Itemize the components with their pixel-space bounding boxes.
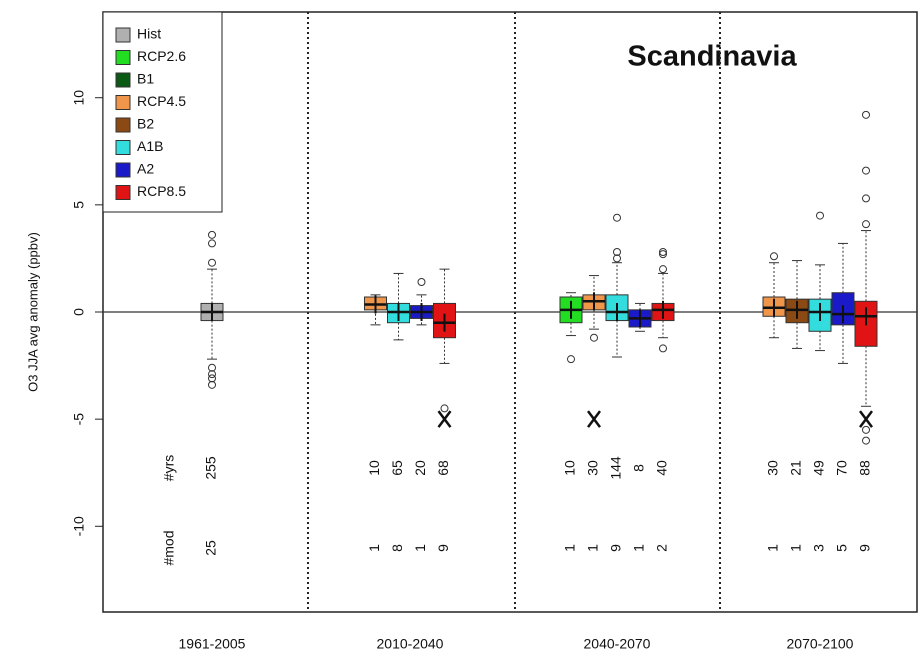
- outlier: [862, 110, 870, 119]
- y-tick-label: 10: [71, 90, 87, 106]
- yrs-count: 30: [765, 460, 781, 476]
- outlier: [440, 404, 449, 413]
- outlier: [613, 248, 621, 256]
- legend-swatch: [115, 72, 131, 88]
- x-marker: [859, 410, 873, 428]
- x-tick-label: 1961-2005: [179, 636, 246, 652]
- outlier: [862, 166, 870, 175]
- yrs-count: 40: [654, 460, 670, 476]
- legend-label: RCP8.5: [137, 183, 186, 199]
- mod-count: 9: [857, 544, 873, 552]
- outlier: [417, 278, 426, 286]
- outlier: [659, 344, 667, 353]
- outlier: [208, 239, 216, 248]
- yrs-count: 10: [366, 460, 382, 476]
- outlier: [659, 248, 667, 256]
- legend-label: A2: [137, 161, 154, 177]
- legend-swatch: [115, 50, 131, 65]
- y-tick-label: -5: [71, 413, 87, 426]
- mod-count: 9: [608, 544, 624, 552]
- x-tick-label: 2040-2070: [584, 636, 651, 652]
- x-marker: [437, 410, 452, 428]
- mod-count: 9: [435, 544, 451, 552]
- outlier: [862, 425, 870, 434]
- yrs-count: 144: [608, 456, 624, 480]
- outlier: [862, 220, 870, 229]
- legend-frame: [102, 11, 223, 213]
- legend-swatch: [115, 95, 131, 110]
- mod-count: 1: [562, 544, 578, 552]
- y-tick-label: -10: [71, 516, 87, 536]
- outlier: [816, 211, 824, 220]
- x-tick-label: 2010-2040: [377, 636, 444, 652]
- yrs-count: 30: [585, 460, 601, 476]
- yrs-count: 70: [834, 460, 850, 476]
- mod-count: 8: [389, 544, 405, 552]
- row-label: #mod: [161, 530, 177, 565]
- yrs-count: 255: [203, 456, 219, 480]
- outlier: [659, 250, 667, 259]
- outlier: [208, 363, 216, 372]
- mod-count: 1: [765, 544, 781, 552]
- outlier: [208, 230, 216, 239]
- outlier: [590, 333, 598, 342]
- yrs-count: 88: [857, 460, 873, 476]
- outlier: [862, 436, 870, 445]
- mod-count: 2: [654, 544, 670, 552]
- x-tick-label: 2070-2100: [787, 636, 854, 652]
- chart-title: Scandinavia: [627, 41, 797, 73]
- outlier: [613, 254, 621, 263]
- yrs-count: 8: [631, 464, 647, 472]
- legend-swatch: [115, 117, 131, 133]
- outlier: [659, 265, 667, 274]
- legend-swatch: [115, 162, 131, 178]
- x-marker: [587, 410, 601, 428]
- yrs-count: 10: [562, 460, 578, 476]
- legend-swatch: [115, 185, 131, 200]
- legend-swatch: [115, 140, 131, 155]
- legend-swatch: [115, 27, 131, 43]
- yrs-count: 68: [435, 460, 451, 476]
- yrs-count: 20: [412, 460, 428, 476]
- legend-label: A1B: [137, 138, 163, 154]
- outlier: [208, 258, 216, 267]
- mod-count: 1: [366, 544, 382, 552]
- yrs-count: 49: [811, 460, 827, 476]
- legend-label: Hist: [137, 26, 161, 42]
- yrs-count: 65: [389, 460, 405, 476]
- outlier: [862, 194, 870, 203]
- outlier: [208, 370, 216, 379]
- y-tick-label: 5: [71, 201, 87, 209]
- row-label: #yrs: [161, 455, 177, 481]
- outlier: [208, 374, 216, 383]
- outlier: [613, 213, 621, 222]
- legend-label: B1: [137, 71, 154, 87]
- mod-count: 5: [834, 544, 850, 552]
- legend-label: B2: [137, 116, 154, 132]
- legend-label: RCP2.6: [137, 48, 186, 64]
- mod-count: 1: [631, 544, 647, 552]
- mod-count: 25: [203, 540, 219, 556]
- mod-count: 3: [811, 544, 827, 552]
- outlier: [208, 380, 216, 389]
- y-tick-label: 0: [71, 308, 87, 316]
- mod-count: 1: [412, 544, 428, 552]
- yrs-count: 21: [788, 460, 804, 476]
- legend-label: RCP4.5: [137, 93, 186, 109]
- outlier: [770, 252, 778, 261]
- mod-count: 1: [788, 544, 804, 552]
- y-axis-label: O3 JJA avg anomaly (ppbv): [25, 232, 40, 392]
- mod-count: 1: [585, 544, 601, 552]
- outlier: [567, 355, 575, 364]
